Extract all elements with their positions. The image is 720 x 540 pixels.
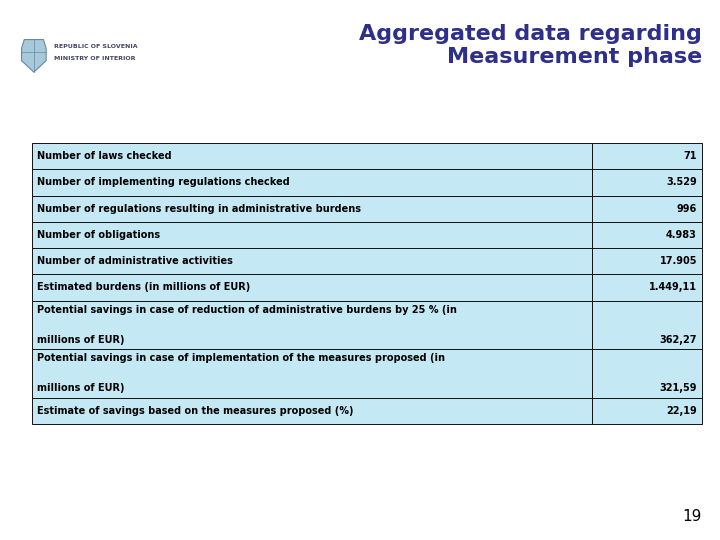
Text: millions of EUR): millions of EUR) <box>37 383 125 393</box>
Text: 71: 71 <box>683 151 697 161</box>
Text: Number of implementing regulations checked: Number of implementing regulations check… <box>37 178 290 187</box>
Text: 1.449,11: 1.449,11 <box>649 282 697 293</box>
Text: Potential savings in case of implementation of the measures proposed (in: Potential savings in case of implementat… <box>37 353 446 363</box>
Polygon shape <box>22 39 46 72</box>
Text: Estimate of savings based on the measures proposed (%): Estimate of savings based on the measure… <box>37 406 354 416</box>
Text: 19: 19 <box>683 509 702 524</box>
Text: 362,27: 362,27 <box>660 335 697 345</box>
Text: MINISTRY OF INTERIOR: MINISTRY OF INTERIOR <box>54 56 135 61</box>
Text: 3.529: 3.529 <box>666 178 697 187</box>
Text: 4.983: 4.983 <box>666 230 697 240</box>
Text: 321,59: 321,59 <box>660 383 697 393</box>
Text: Aggregated data regarding
Measurement phase: Aggregated data regarding Measurement ph… <box>359 24 702 67</box>
Text: 17.905: 17.905 <box>660 256 697 266</box>
Text: 22,19: 22,19 <box>666 406 697 416</box>
Text: millions of EUR): millions of EUR) <box>37 335 125 345</box>
Text: Estimated burdens (in millions of EUR): Estimated burdens (in millions of EUR) <box>37 282 251 293</box>
Text: Number of regulations resulting in administrative burdens: Number of regulations resulting in admin… <box>37 204 361 214</box>
Text: Number of laws checked: Number of laws checked <box>37 151 172 161</box>
Text: REPUBLIC OF SLOVENIA: REPUBLIC OF SLOVENIA <box>54 44 138 49</box>
Text: Number of obligations: Number of obligations <box>37 230 161 240</box>
Text: Number of administrative activities: Number of administrative activities <box>37 256 233 266</box>
Text: 996: 996 <box>677 204 697 214</box>
Text: Potential savings in case of reduction of administrative burdens by 25 % (in: Potential savings in case of reduction o… <box>37 305 457 315</box>
